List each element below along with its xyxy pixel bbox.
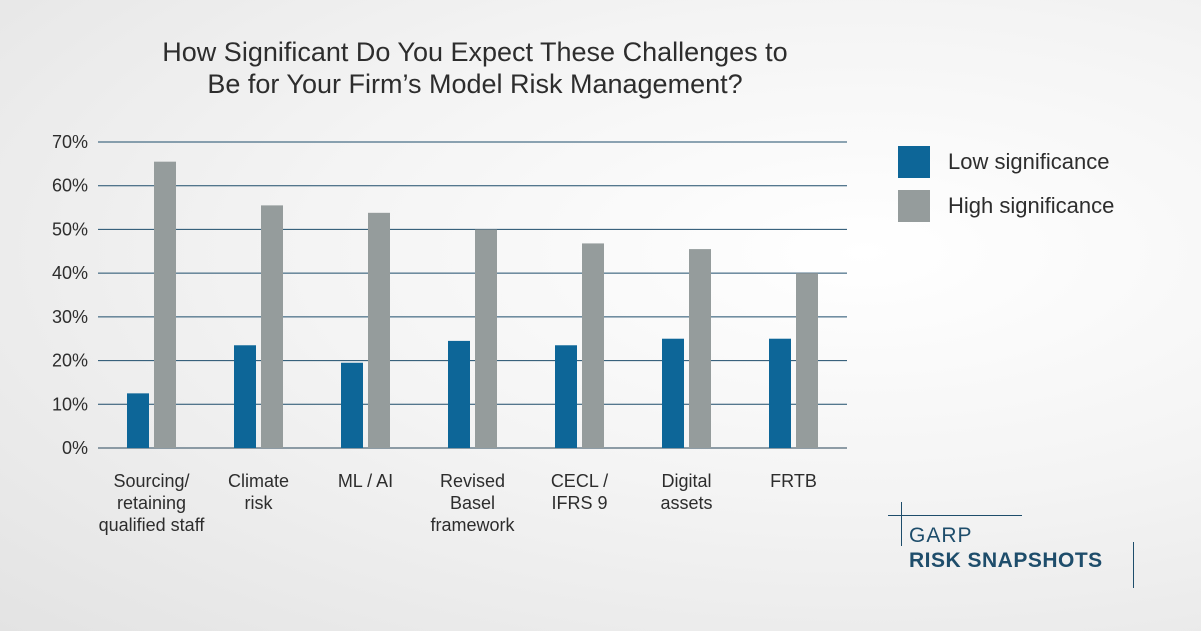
legend-label-low: Low significance <box>948 149 1110 174</box>
logo-line-horizontal <box>888 515 1022 516</box>
legend-item-low: Low significance <box>898 140 1114 184</box>
bar-high <box>796 273 818 448</box>
logo-line-vertical-left <box>901 502 902 546</box>
bar-high <box>368 212 390 448</box>
y-tick-label: 30% <box>52 307 88 327</box>
chart-title-line-1: How Significant Do You Expect These Chal… <box>162 37 788 67</box>
bar-low <box>127 393 149 448</box>
x-axis-category-labels: Sourcing/retaining qualified staff Climate… <box>99 471 817 535</box>
bar-low <box>769 338 791 448</box>
logo-text-risk-snapshots: RISK SNAPSHOTS <box>909 549 1103 572</box>
legend-label-high: High significance <box>948 193 1115 218</box>
bar-low <box>448 340 470 448</box>
legend: Low significance High significance <box>898 140 1114 228</box>
garp-risk-snapshots-logo: GARP RISK SNAPSHOTS <box>888 502 1138 592</box>
bar-low <box>662 338 684 448</box>
legend-swatch-low <box>898 146 930 178</box>
bar-high <box>475 229 497 448</box>
y-tick-label: 40% <box>52 263 88 283</box>
y-axis-tick-labels: 0% 10% 20% 30% 40% 50% 60% 70% <box>52 132 88 458</box>
x-category-label: Digital assets <box>660 471 712 513</box>
gridlines <box>98 141 847 449</box>
x-category-label: ML / AI <box>338 471 393 491</box>
y-tick-label: 10% <box>52 394 88 414</box>
x-category-label: CECL / IFRS 9 <box>551 471 608 513</box>
x-category-label: FRTB <box>770 471 817 491</box>
x-category-label: Revised Basel framework <box>430 471 515 535</box>
chart-title-line-2: Be for Your Firm’s Model Risk Management… <box>207 69 743 99</box>
x-category-label: Climate risk <box>228 471 289 513</box>
y-tick-label: 70% <box>52 132 88 152</box>
bar-high <box>154 161 176 448</box>
y-tick-label: 50% <box>52 219 88 239</box>
bar-high <box>582 243 604 448</box>
x-category-label: Sourcing/retaining qualified staff <box>99 471 206 535</box>
bar-low <box>234 345 256 448</box>
bar-low <box>555 345 577 448</box>
bar-high <box>689 249 711 448</box>
y-tick-label: 60% <box>52 176 88 196</box>
bar-low <box>341 362 363 448</box>
y-tick-label: 0% <box>62 438 88 458</box>
bar-high <box>261 205 283 448</box>
bars <box>127 161 818 448</box>
y-tick-label: 20% <box>52 351 88 371</box>
chart-title: How Significant Do You Expect These Chal… <box>60 36 890 100</box>
legend-swatch-high <box>898 190 930 222</box>
logo-text-garp: GARP <box>909 524 973 547</box>
logo-line-vertical-right <box>1133 542 1134 588</box>
legend-item-high: High significance <box>898 184 1114 228</box>
